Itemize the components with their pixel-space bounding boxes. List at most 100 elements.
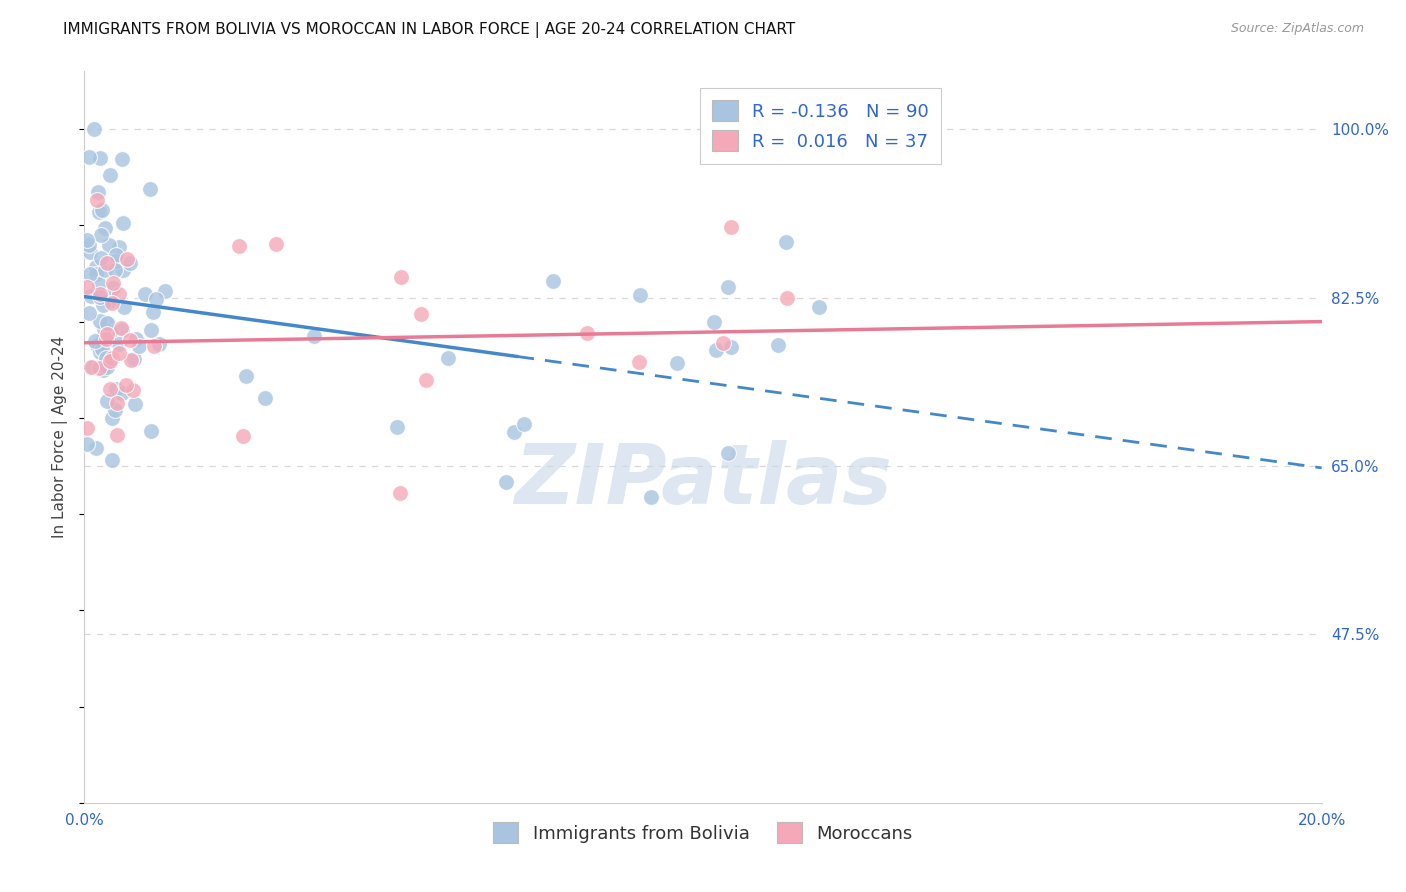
Point (107, 337, 129, 351)
Point (627, 354, 650, 368)
Point (82, 359, 104, 374)
Text: Source: ZipAtlas.com: Source: ZipAtlas.com (1230, 22, 1364, 36)
Point (90, 227, 112, 242)
Point (110, 323, 132, 337)
Point (776, 291, 799, 305)
Point (302, 328, 325, 343)
Point (94, 221, 117, 235)
Point (112, 300, 135, 314)
Point (86, 193, 108, 207)
Point (807, 300, 830, 314)
Point (717, 445, 740, 459)
Point (97, 317, 120, 331)
Point (495, 475, 517, 490)
Point (89, 344, 111, 359)
Point (437, 351, 460, 365)
Point (704, 343, 727, 358)
Point (232, 429, 254, 443)
Legend: Immigrants from Bolivia, Moroccans: Immigrants from Bolivia, Moroccans (484, 814, 922, 852)
Text: ZIPatlas: ZIPatlas (515, 441, 891, 522)
Point (76, 280, 98, 294)
Point (124, 397, 146, 411)
Point (87, 277, 110, 291)
Point (139, 182, 162, 196)
Point (628, 288, 651, 302)
Point (94, 351, 117, 365)
Point (86, 186, 108, 200)
Point (101, 281, 124, 295)
Point (711, 335, 734, 350)
Point (153, 284, 176, 298)
Point (98, 354, 121, 368)
Point (87, 205, 110, 219)
Point (96, 359, 118, 374)
Point (115, 377, 138, 392)
Point (79, 267, 101, 281)
Point (96, 316, 118, 330)
Point (415, 373, 437, 387)
Point (91, 298, 114, 312)
Point (93, 322, 115, 336)
Point (385, 420, 408, 434)
Point (141, 425, 163, 439)
Point (89, 287, 111, 301)
Point (128, 339, 150, 353)
Point (89, 314, 111, 328)
Point (108, 239, 131, 253)
Point (142, 305, 165, 319)
Point (100, 351, 122, 366)
Point (143, 338, 166, 352)
Point (717, 280, 740, 294)
Point (409, 307, 432, 321)
Point (105, 396, 128, 410)
Point (96, 256, 118, 270)
Point (111, 152, 134, 166)
Point (111, 263, 134, 277)
Point (79, 238, 101, 252)
Point (666, 356, 689, 370)
Point (104, 382, 127, 396)
Point (640, 491, 662, 505)
Point (105, 428, 128, 442)
Point (389, 485, 412, 500)
Point (118, 256, 141, 270)
Point (98, 168, 121, 182)
Point (77, 306, 100, 320)
Point (100, 325, 122, 339)
Point (93, 262, 115, 277)
Point (235, 369, 257, 384)
Point (543, 274, 565, 288)
Point (98, 382, 121, 396)
Point (148, 337, 170, 351)
Point (120, 352, 142, 367)
Point (80, 288, 103, 302)
Point (83, 122, 105, 136)
Point (98, 293, 121, 308)
Point (91, 331, 114, 345)
Point (84, 334, 107, 349)
Point (124, 332, 146, 346)
Point (86, 338, 108, 352)
Point (84, 260, 107, 275)
Point (107, 345, 129, 359)
Point (108, 286, 131, 301)
Point (768, 338, 790, 352)
Point (720, 220, 742, 235)
Point (115, 252, 138, 266)
Point (94, 332, 117, 346)
Point (122, 384, 145, 398)
Point (112, 216, 135, 230)
Point (80, 360, 103, 375)
Point (76, 421, 98, 435)
Point (89, 151, 111, 165)
Point (104, 254, 127, 268)
Point (105, 248, 128, 262)
Point (79, 245, 101, 260)
Point (96, 327, 118, 342)
Point (76, 233, 98, 247)
Point (503, 425, 526, 439)
Point (87, 361, 110, 376)
Point (134, 287, 156, 301)
Point (145, 293, 167, 307)
Point (104, 263, 127, 277)
